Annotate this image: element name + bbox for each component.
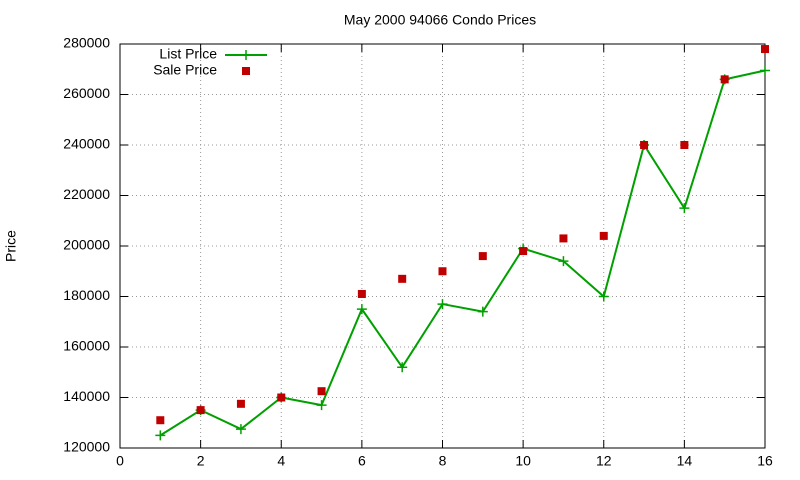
point-marker	[761, 45, 769, 54]
x-tick-label: 6	[358, 453, 366, 469]
point-marker	[478, 252, 487, 261]
x-tick-label: 0	[116, 453, 124, 469]
legend-label: Sale Price	[153, 62, 217, 78]
point-marker	[277, 393, 286, 402]
y-tick-label: 200000	[63, 237, 110, 253]
point-marker	[438, 267, 447, 276]
point-marker	[599, 231, 608, 240]
legend-marker	[242, 67, 250, 75]
point-marker	[559, 234, 568, 243]
point-marker	[398, 274, 407, 283]
y-tick-label: 220000	[63, 186, 110, 202]
point-marker	[477, 306, 488, 317]
point-marker	[558, 256, 569, 267]
x-tick-label: 12	[596, 453, 612, 469]
point-marker	[316, 400, 327, 411]
point-marker	[155, 430, 166, 441]
point-marker	[156, 416, 165, 425]
point-marker	[397, 362, 408, 373]
point-marker	[519, 247, 528, 256]
point-marker	[437, 299, 448, 310]
x-tick-label: 16	[757, 453, 773, 469]
point-marker	[236, 399, 245, 408]
x-tick-label: 2	[197, 453, 205, 469]
point-marker	[317, 387, 326, 396]
point-marker	[680, 141, 689, 149]
point-marker	[679, 203, 690, 214]
point-marker	[235, 424, 246, 435]
series-line	[159, 69, 766, 437]
y-axis-label: Price	[3, 230, 19, 262]
y-tick-label: 120000	[63, 439, 110, 455]
y-tick-label: 160000	[63, 338, 110, 354]
x-tick-label: 14	[677, 453, 693, 469]
y-tick-label: 260000	[63, 85, 110, 101]
y-tick-label: 180000	[63, 287, 110, 303]
x-tick-label: 8	[439, 453, 447, 469]
y-tick-label: 240000	[63, 136, 110, 152]
x-tick-label: 4	[277, 453, 285, 469]
point-marker	[640, 141, 649, 149]
x-tick-label: 10	[515, 453, 531, 469]
legend-label: List Price	[159, 46, 217, 62]
y-tick-label: 140000	[63, 388, 110, 404]
point-marker	[196, 406, 205, 415]
point-marker	[720, 75, 729, 84]
point-marker	[356, 304, 367, 315]
y-tick-label: 280000	[63, 35, 110, 51]
plot-border	[119, 43, 766, 449]
point-marker	[357, 289, 366, 298]
chart-title: May 2000 94066 Condo Prices	[344, 12, 536, 28]
legend-marker	[241, 50, 251, 60]
point-marker	[598, 291, 609, 302]
point-marker	[760, 65, 770, 76]
